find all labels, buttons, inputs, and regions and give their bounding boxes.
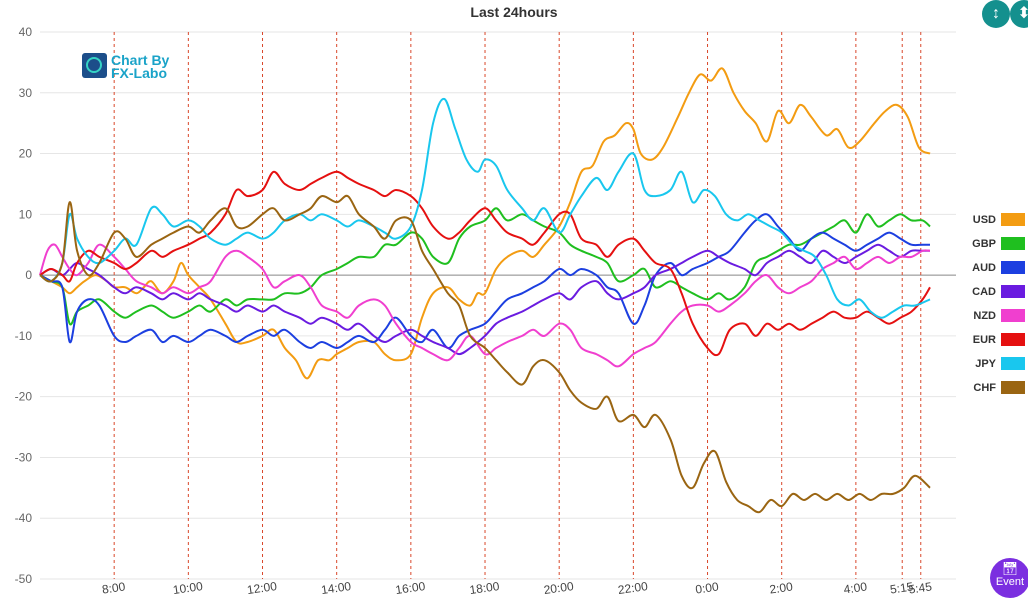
legend-swatch-chf[interactable]: [1001, 381, 1025, 394]
y-tick-label: -40: [15, 511, 33, 525]
series-line-chf: [39, 194, 931, 514]
legend-swatch-eur[interactable]: [1001, 333, 1025, 346]
expand-vertical-icon[interactable]: ⬍: [1010, 0, 1028, 28]
x-tick-label: 18:00: [469, 579, 501, 596]
x-tick-label: 5:15: [889, 579, 914, 596]
x-tick-label: 22:00: [617, 579, 649, 596]
x-tick-label: 4:00: [843, 579, 868, 596]
legend-label: EUR: [973, 334, 996, 346]
series-line-usd: [39, 67, 931, 380]
series-line-jpy: [39, 97, 931, 319]
event-button-label: Event: [995, 576, 1025, 588]
legend-swatch-nzd[interactable]: [1001, 309, 1025, 322]
legend-swatch-usd[interactable]: [1001, 213, 1025, 226]
x-axis: 8:00 10:00 12:00 14:00 16:00 18:00 20:00 22:00 0…: [101, 579, 933, 596]
legend-label: NZD: [973, 310, 996, 322]
legend-label: CAD: [972, 286, 996, 298]
legend-label: USD: [973, 214, 996, 226]
y-tick-label: -30: [15, 450, 33, 464]
legend: USD GBP AUD CAD NZD EUR JPY CHF: [972, 213, 1025, 394]
x-tick-label: 0:00: [694, 579, 719, 596]
x-tick-label: 2:00: [769, 579, 794, 596]
x-tick-label: 5:45: [908, 579, 933, 596]
legend-label: GBP: [972, 238, 996, 250]
x-tick-label: 10:00: [172, 579, 204, 596]
legend-label: JPY: [975, 358, 996, 370]
y-tick-label: 0: [25, 268, 32, 282]
time-markers: [113, 32, 922, 579]
legend-swatch-cad[interactable]: [1001, 285, 1025, 298]
y-tick-label: 10: [19, 207, 33, 221]
series-line-cad: [39, 243, 930, 356]
series-line-eur: [39, 170, 931, 357]
legend-label: AUD: [972, 262, 996, 274]
x-tick-label: 8:00: [101, 579, 126, 596]
series-line-nzd: [39, 243, 931, 368]
legend-label: CHF: [973, 382, 996, 394]
chart-title: Last 24hours: [470, 4, 557, 20]
series-lines: [39, 67, 931, 514]
logo: Chart By FX-Labo: [82, 52, 170, 81]
grid: [40, 31, 956, 580]
y-tick-label: -50: [15, 572, 33, 586]
logo-line2: FX-Labo: [111, 65, 167, 81]
magnifier-icon: [86, 57, 102, 73]
y-tick-label: 40: [19, 25, 33, 39]
y-tick-label: 20: [19, 147, 33, 161]
logo-icon: [82, 53, 107, 78]
calendar-icon: 📅︎: [1001, 561, 1019, 576]
legend-swatch-jpy[interactable]: [1001, 357, 1025, 370]
logo-line1: Chart By: [111, 52, 170, 68]
legend-swatch-gbp[interactable]: [1001, 237, 1025, 250]
x-tick-label: 14:00: [320, 579, 352, 596]
y-tick-label: -20: [15, 390, 33, 404]
x-tick-label: 12:00: [246, 579, 278, 596]
x-tick-label: 20:00: [543, 579, 575, 596]
compress-vertical-icon[interactable]: ↕: [982, 0, 1010, 28]
y-axis: 40 30 20 10 0 -10 -20 -30 -40 -50: [15, 25, 33, 586]
event-button[interactable]: 📅︎ Event: [990, 558, 1028, 598]
y-tick-label: -10: [15, 329, 33, 343]
y-tick-label: 30: [19, 86, 33, 100]
x-tick-label: 16:00: [394, 579, 426, 596]
legend-swatch-aud[interactable]: [1001, 261, 1025, 274]
